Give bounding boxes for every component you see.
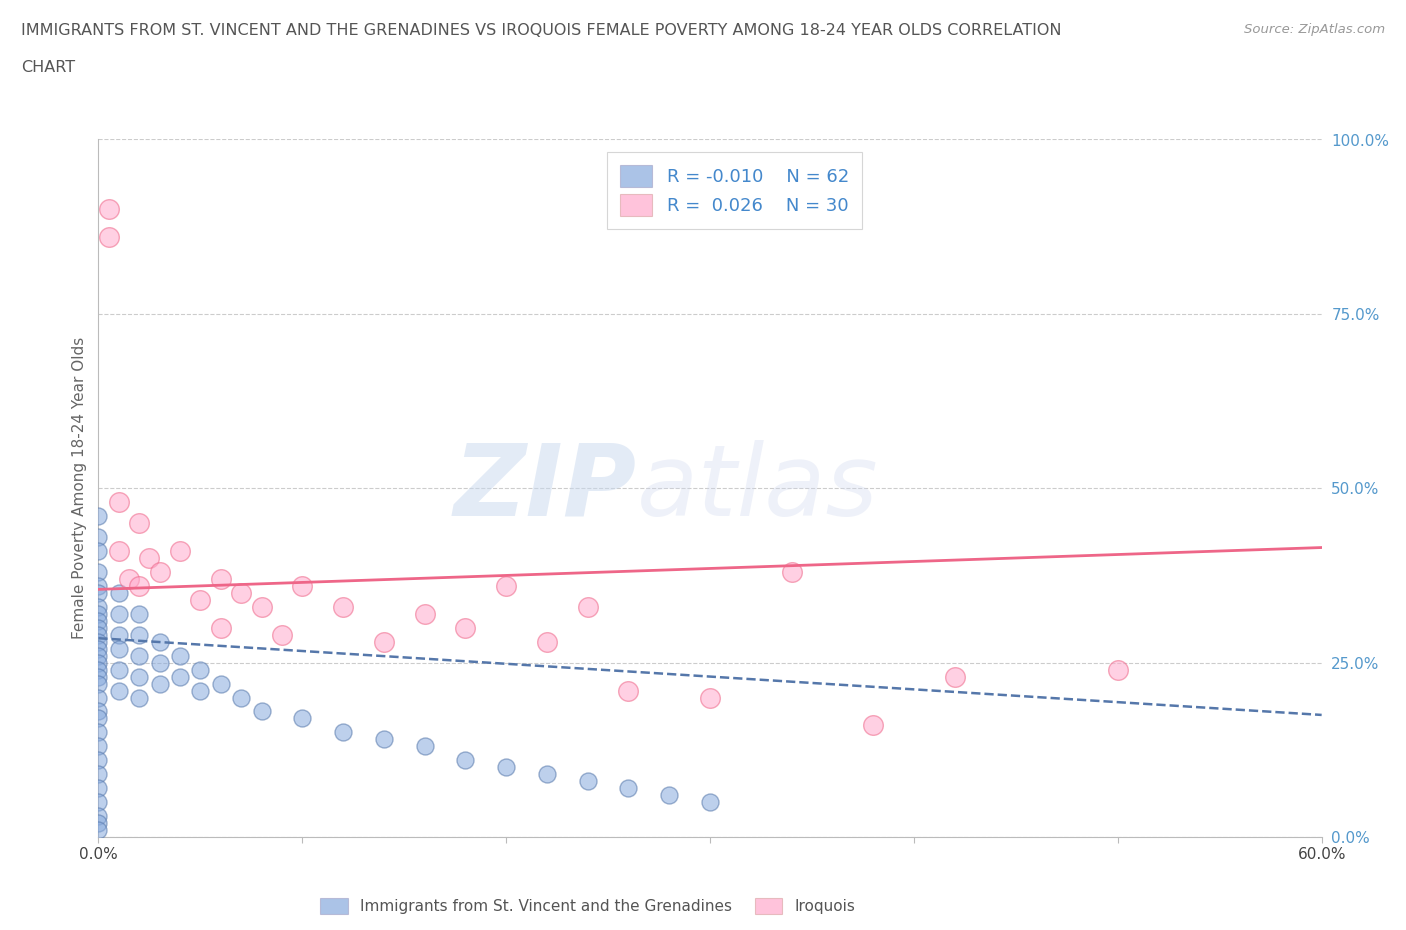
Point	[87, 794, 110, 809]
Point	[87, 738, 110, 753]
Point	[1107, 662, 1129, 677]
Point	[128, 606, 150, 621]
Point	[454, 753, 477, 768]
Point	[332, 600, 354, 615]
Point	[149, 656, 172, 671]
Point	[658, 788, 681, 803]
Point	[87, 766, 110, 781]
Point	[373, 634, 395, 649]
Point	[169, 670, 191, 684]
Point	[87, 781, 110, 796]
Point	[108, 586, 131, 601]
Point	[780, 565, 803, 579]
Point	[536, 634, 558, 649]
Point	[138, 551, 160, 565]
Point	[87, 586, 110, 601]
Point	[862, 718, 884, 733]
Point	[108, 495, 131, 510]
Text: Source: ZipAtlas.com: Source: ZipAtlas.com	[1244, 23, 1385, 36]
Point	[87, 690, 110, 705]
Y-axis label: Female Poverty Among 18-24 Year Olds: Female Poverty Among 18-24 Year Olds	[72, 338, 87, 640]
Point	[231, 586, 253, 601]
Point	[495, 578, 517, 593]
Point	[291, 711, 314, 725]
Point	[97, 230, 120, 245]
Point	[87, 642, 110, 657]
Point	[617, 781, 640, 796]
Point	[108, 606, 131, 621]
Point	[128, 628, 150, 643]
Point	[87, 704, 110, 719]
Point	[108, 642, 131, 657]
Point	[87, 606, 110, 621]
Point	[87, 676, 110, 691]
Point	[128, 515, 150, 530]
Point	[209, 620, 232, 635]
Point	[188, 592, 212, 607]
Point	[87, 711, 110, 725]
Point	[128, 670, 150, 684]
Point	[87, 565, 110, 579]
Point	[87, 600, 110, 615]
Point	[291, 578, 314, 593]
Point	[188, 683, 212, 698]
Point	[149, 676, 172, 691]
Point	[87, 656, 110, 671]
Point	[454, 620, 477, 635]
Point	[108, 543, 131, 558]
Text: CHART: CHART	[21, 60, 75, 75]
Point	[87, 530, 110, 545]
Point	[231, 690, 253, 705]
Point	[413, 606, 436, 621]
Point	[270, 628, 294, 643]
Point	[699, 690, 721, 705]
Point	[128, 690, 150, 705]
Point	[128, 648, 150, 663]
Point	[250, 704, 273, 719]
Point	[250, 600, 273, 615]
Point	[87, 614, 110, 629]
Point	[108, 628, 131, 643]
Point	[87, 648, 110, 663]
Point	[87, 816, 110, 830]
Text: ZIP: ZIP	[454, 440, 637, 537]
Point	[188, 662, 212, 677]
Point	[87, 620, 110, 635]
Point	[108, 683, 131, 698]
Point	[87, 543, 110, 558]
Point	[87, 823, 110, 838]
Point	[699, 794, 721, 809]
Point	[87, 753, 110, 768]
Point	[495, 760, 517, 775]
Point	[209, 676, 232, 691]
Point	[373, 732, 395, 747]
Point	[87, 662, 110, 677]
Point	[332, 725, 354, 740]
Point	[209, 571, 232, 587]
Point	[87, 509, 110, 524]
Text: IMMIGRANTS FROM ST. VINCENT AND THE GRENADINES VS IROQUOIS FEMALE POVERTY AMONG : IMMIGRANTS FROM ST. VINCENT AND THE GREN…	[21, 23, 1062, 38]
Point	[108, 662, 131, 677]
Point	[87, 634, 110, 649]
Point	[576, 774, 599, 789]
Point	[87, 725, 110, 740]
Point	[87, 670, 110, 684]
Point	[149, 565, 172, 579]
Point	[943, 670, 966, 684]
Legend: Immigrants from St. Vincent and the Grenadines, Iroquois: Immigrants from St. Vincent and the Gren…	[314, 892, 862, 920]
Point	[536, 766, 558, 781]
Point	[617, 683, 640, 698]
Text: atlas: atlas	[637, 440, 879, 537]
Point	[169, 543, 191, 558]
Point	[128, 578, 150, 593]
Point	[576, 600, 599, 615]
Point	[97, 202, 120, 217]
Point	[87, 809, 110, 824]
Point	[87, 578, 110, 593]
Point	[87, 628, 110, 643]
Point	[118, 571, 141, 587]
Point	[149, 634, 172, 649]
Point	[413, 738, 436, 753]
Point	[169, 648, 191, 663]
